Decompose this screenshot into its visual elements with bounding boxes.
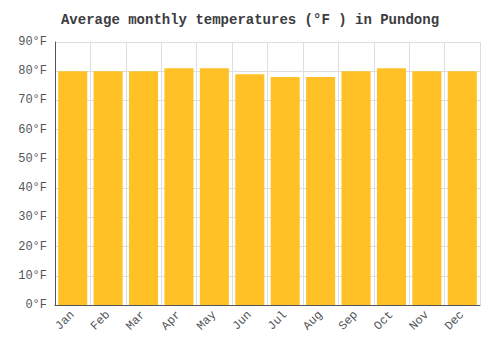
svg-text:0°F: 0°F: [25, 298, 47, 312]
svg-text:Apr: Apr: [159, 308, 184, 333]
svg-text:80°F: 80°F: [18, 64, 47, 78]
svg-text:60°F: 60°F: [18, 123, 47, 137]
svg-text:20°F: 20°F: [18, 240, 47, 254]
svg-text:Dec: Dec: [442, 308, 467, 333]
svg-text:70°F: 70°F: [18, 93, 47, 107]
svg-text:40°F: 40°F: [18, 181, 47, 195]
svg-text:Jul: Jul: [265, 308, 290, 333]
svg-text:Oct: Oct: [371, 308, 396, 333]
svg-text:Jan: Jan: [53, 308, 78, 333]
svg-text:Mar: Mar: [123, 308, 148, 333]
svg-text:90°F: 90°F: [18, 35, 47, 49]
svg-text:Nov: Nov: [407, 308, 432, 333]
svg-text:Aug: Aug: [300, 308, 325, 333]
svg-text:Feb: Feb: [88, 308, 113, 333]
svg-text:May: May: [194, 308, 219, 333]
svg-text:Average monthly temperatures (: Average monthly temperatures (°F ) in Pu…: [61, 12, 439, 28]
svg-text:Sep: Sep: [336, 308, 361, 333]
svg-text:10°F: 10°F: [18, 269, 47, 283]
svg-text:30°F: 30°F: [18, 210, 47, 224]
svg-text:Jun: Jun: [230, 308, 255, 333]
svg-text:50°F: 50°F: [18, 152, 47, 166]
